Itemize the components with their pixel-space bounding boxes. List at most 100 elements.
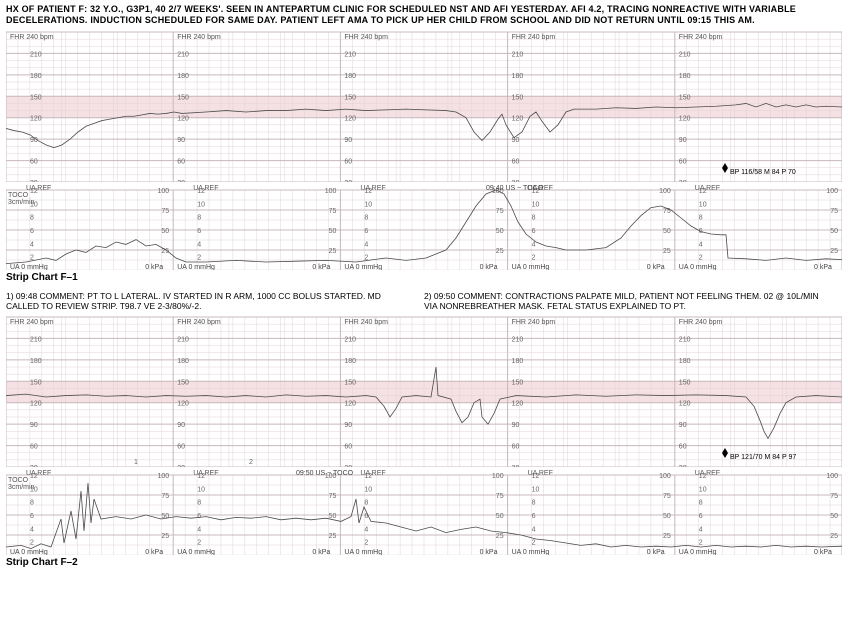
svg-text:0 kPa: 0 kPa xyxy=(312,549,330,555)
svg-text:75: 75 xyxy=(663,208,671,215)
svg-text:75: 75 xyxy=(830,208,838,215)
svg-text:3cm/min: 3cm/min xyxy=(8,199,35,206)
svg-text:2: 2 xyxy=(197,254,201,261)
svg-text:120: 120 xyxy=(177,115,189,122)
svg-text:12: 12 xyxy=(197,188,205,195)
svg-text:50: 50 xyxy=(496,513,504,520)
svg-text:BP 116/58 M 84 P 70: BP 116/58 M 84 P 70 xyxy=(730,169,796,176)
svg-text:BP 121/70 M 84 P 97: BP 121/70 M 84 P 97 xyxy=(730,454,796,461)
svg-text:180: 180 xyxy=(177,72,189,79)
svg-text:UA 0 mmHg: UA 0 mmHg xyxy=(512,264,550,270)
svg-text:0 kPa: 0 kPa xyxy=(480,264,498,270)
svg-text:2: 2 xyxy=(532,540,536,547)
svg-text:210: 210 xyxy=(512,51,524,58)
svg-text:150: 150 xyxy=(344,94,356,101)
svg-text:4: 4 xyxy=(699,526,703,533)
svg-text:UA 0 mmHg: UA 0 mmHg xyxy=(679,264,717,270)
svg-text:120: 120 xyxy=(177,401,189,408)
svg-text:12: 12 xyxy=(364,473,372,480)
svg-text:3cm/min: 3cm/min xyxy=(8,484,35,491)
svg-text:100: 100 xyxy=(158,473,170,480)
svg-text:90: 90 xyxy=(30,422,38,429)
svg-text:UA 0 mmHg: UA 0 mmHg xyxy=(10,264,48,270)
svg-text:6: 6 xyxy=(364,228,368,235)
svg-text:12: 12 xyxy=(699,188,707,195)
svg-text:6: 6 xyxy=(197,228,201,235)
svg-text:75: 75 xyxy=(329,208,337,215)
svg-text:0 kPa: 0 kPa xyxy=(145,549,163,555)
svg-text:150: 150 xyxy=(344,379,356,386)
svg-text:4: 4 xyxy=(197,241,201,248)
svg-text:210: 210 xyxy=(30,51,42,58)
svg-text:90: 90 xyxy=(512,137,520,144)
svg-text:90: 90 xyxy=(177,137,185,144)
svg-text:10: 10 xyxy=(532,486,540,493)
svg-text:50: 50 xyxy=(663,228,671,235)
svg-text:100: 100 xyxy=(826,473,838,480)
svg-text:180: 180 xyxy=(344,358,356,365)
svg-text:75: 75 xyxy=(329,493,337,500)
svg-text:6: 6 xyxy=(532,228,536,235)
svg-text:FHR 240 bpm: FHR 240 bpm xyxy=(177,319,221,326)
fhr-chart-1: FHR 240 bpm306090120150180210FHR 240 bpm… xyxy=(6,30,842,182)
patient-history-header: HX OF PATIENT F: 32 Y.O., G3P1, 40 2/7 W… xyxy=(0,0,848,28)
svg-text:2: 2 xyxy=(532,254,536,261)
svg-text:UA 0 mmHg: UA 0 mmHg xyxy=(344,264,382,270)
svg-text:60: 60 xyxy=(679,158,687,165)
svg-text:FHR 240 bpm: FHR 240 bpm xyxy=(344,319,388,326)
svg-text:210: 210 xyxy=(679,51,691,58)
svg-text:150: 150 xyxy=(512,94,524,101)
svg-text:12: 12 xyxy=(699,473,707,480)
svg-text:8: 8 xyxy=(30,214,34,221)
svg-text:90: 90 xyxy=(30,137,38,144)
svg-text:FHR 240 bpm: FHR 240 bpm xyxy=(10,319,54,326)
svg-text:25: 25 xyxy=(329,533,337,540)
svg-text:0 kPa: 0 kPa xyxy=(814,549,832,555)
svg-text:60: 60 xyxy=(512,444,520,451)
svg-text:60: 60 xyxy=(512,158,520,165)
svg-text:2: 2 xyxy=(197,540,201,547)
svg-text:25: 25 xyxy=(830,533,838,540)
svg-text:UA 0 mmHg: UA 0 mmHg xyxy=(344,549,382,555)
svg-text:8: 8 xyxy=(532,214,536,221)
svg-text:4: 4 xyxy=(364,526,368,533)
svg-text:90: 90 xyxy=(344,137,352,144)
svg-text:0 kPa: 0 kPa xyxy=(647,264,665,270)
svg-text:8: 8 xyxy=(532,500,536,507)
svg-text:90: 90 xyxy=(344,422,352,429)
svg-text:10: 10 xyxy=(699,201,707,208)
svg-text:90: 90 xyxy=(679,422,687,429)
svg-text:10: 10 xyxy=(364,486,372,493)
svg-text:12: 12 xyxy=(30,188,38,195)
svg-text:25: 25 xyxy=(496,533,504,540)
svg-text:6: 6 xyxy=(197,513,201,520)
svg-text:1: 1 xyxy=(134,459,138,466)
svg-text:180: 180 xyxy=(30,72,42,79)
comment-1: 1) 09:48 COMMENT: PT TO L LATERAL. IV ST… xyxy=(6,291,424,311)
svg-text:09:50 US ~ TOCO: 09:50 US ~ TOCO xyxy=(296,470,354,477)
svg-text:4: 4 xyxy=(197,526,201,533)
svg-text:8: 8 xyxy=(197,500,201,507)
svg-text:30: 30 xyxy=(177,180,185,182)
svg-text:150: 150 xyxy=(679,379,691,386)
svg-text:100: 100 xyxy=(659,473,671,480)
svg-text:0 kPa: 0 kPa xyxy=(814,264,832,270)
svg-text:50: 50 xyxy=(161,228,169,235)
svg-text:8: 8 xyxy=(364,500,368,507)
svg-text:30: 30 xyxy=(679,465,687,467)
svg-text:150: 150 xyxy=(177,94,189,101)
svg-text:0 kPa: 0 kPa xyxy=(312,264,330,270)
svg-text:12: 12 xyxy=(364,188,372,195)
svg-text:60: 60 xyxy=(344,444,352,451)
svg-text:UA 0 mmHg: UA 0 mmHg xyxy=(10,549,48,555)
svg-text:4: 4 xyxy=(364,241,368,248)
svg-text:TOCO: TOCO xyxy=(8,477,29,484)
svg-text:60: 60 xyxy=(177,444,185,451)
svg-text:25: 25 xyxy=(329,248,337,255)
svg-text:150: 150 xyxy=(679,94,691,101)
svg-text:180: 180 xyxy=(679,72,691,79)
svg-text:75: 75 xyxy=(161,493,169,500)
svg-text:210: 210 xyxy=(177,51,189,58)
svg-text:30: 30 xyxy=(344,180,352,182)
svg-text:50: 50 xyxy=(830,513,838,520)
